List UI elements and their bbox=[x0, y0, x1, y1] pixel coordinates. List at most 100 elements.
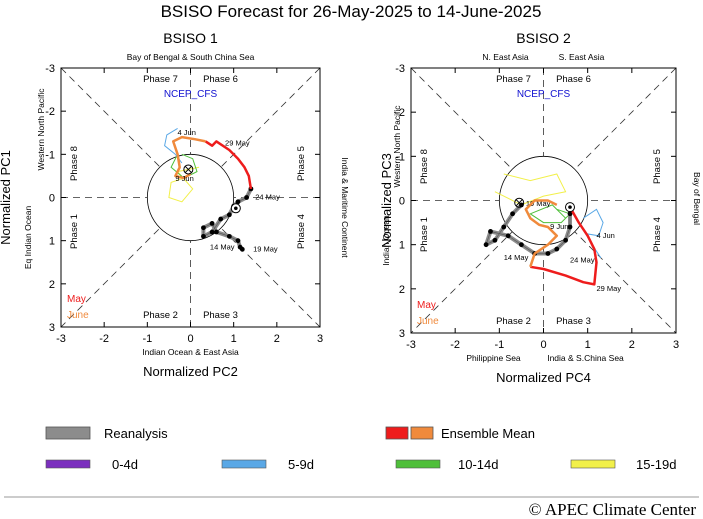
ensemble-date-label: 29 May bbox=[225, 139, 250, 148]
y-tick-label: 1 bbox=[399, 240, 405, 252]
reanalysis-point bbox=[563, 237, 568, 243]
x-tick-label: 2 bbox=[629, 339, 635, 351]
reanalysis-point bbox=[214, 229, 219, 235]
ensemble-date-label: 9 Jun bbox=[175, 174, 193, 183]
legend-ensemble-may-swatch bbox=[385, 426, 409, 440]
y-tick-label: 3 bbox=[399, 328, 405, 340]
x-tick-label: 3 bbox=[673, 339, 679, 351]
x-tick-label: 1 bbox=[231, 333, 237, 345]
phase-label: Phase 4 bbox=[296, 214, 307, 249]
reanalysis-point bbox=[492, 237, 498, 243]
reanalysis-point bbox=[209, 229, 215, 235]
ensemble-date-label: 4 Jun bbox=[597, 231, 615, 240]
y-tick-label: -1 bbox=[45, 149, 55, 161]
x-tick-label: 2 bbox=[274, 333, 280, 345]
phase-divider bbox=[410, 67, 677, 334]
month-label-june: June bbox=[417, 316, 439, 327]
legend-5-9d-label: 5-9d bbox=[288, 457, 314, 472]
legend-0-4d-swatch bbox=[45, 459, 91, 469]
x-tick-label: 1 bbox=[585, 339, 591, 351]
reanalysis-point bbox=[244, 195, 250, 200]
y-axis-label: Normalized PC3 bbox=[379, 153, 394, 248]
month-label-june: June bbox=[67, 310, 89, 321]
legend-10-14d-label: 10-14d bbox=[458, 457, 498, 472]
start-marker-dot bbox=[234, 206, 238, 211]
phase-label: Phase 6 bbox=[203, 74, 238, 85]
end-marker-ring bbox=[514, 197, 525, 208]
reanalysis-point bbox=[510, 211, 515, 217]
phase-label: Phase 2 bbox=[496, 316, 531, 327]
ensemble-june-line bbox=[524, 199, 559, 268]
reanalysis-point bbox=[226, 233, 232, 239]
ensemble-date-label: 4 Jun bbox=[178, 128, 196, 137]
x-tick-label: -1 bbox=[142, 333, 152, 345]
end-marker-ring bbox=[183, 164, 194, 175]
x-axis-label: Normalized PC2 bbox=[143, 364, 238, 379]
reanalysis-date-label: 19 May bbox=[253, 244, 278, 253]
figure-title: BSISO Forecast for 26-May-2025 to 14-Jun… bbox=[161, 2, 542, 21]
phase-label: Phase 6 bbox=[556, 74, 591, 85]
region-label-bottom: Indian Ocean & East Asia bbox=[142, 347, 239, 357]
model-label: NCEP_CFS bbox=[164, 89, 218, 100]
panel-title: BSISO 1 bbox=[163, 30, 218, 46]
phase-label: Phase 1 bbox=[419, 217, 430, 252]
reanalysis-point bbox=[554, 246, 560, 252]
reanalysis-date-label: 14 May bbox=[210, 242, 235, 251]
y-tick-label: -1 bbox=[395, 151, 405, 163]
x-tick-label: -3 bbox=[406, 339, 416, 351]
reanalysis-point bbox=[567, 224, 573, 230]
phase-label: Phase 1 bbox=[69, 214, 80, 249]
y-tick-label: 3 bbox=[49, 322, 55, 334]
phase-label: Phase 2 bbox=[143, 310, 178, 321]
y-tick-label: -2 bbox=[395, 107, 405, 119]
ensemble-may-line bbox=[530, 206, 598, 286]
reanalysis-point bbox=[209, 221, 215, 226]
y-tick-label: 0 bbox=[49, 193, 55, 205]
region-label-left-inner: Western North Pacific bbox=[36, 88, 46, 171]
y-tick-label: -3 bbox=[395, 63, 405, 75]
phase-label: Phase 5 bbox=[652, 149, 663, 184]
reanalysis-date-label: 14 May bbox=[504, 253, 529, 262]
legend-15-19d-swatch bbox=[570, 459, 616, 469]
y-tick-label: 2 bbox=[49, 279, 55, 291]
region-label-right: India & Maritime Continent bbox=[340, 157, 350, 258]
reanalysis-date-label: 19 May bbox=[526, 199, 551, 208]
legend-reanalysis-label: Reanalysis bbox=[104, 426, 168, 441]
reanalysis-point bbox=[483, 242, 489, 248]
ensemble-june-line bbox=[171, 135, 206, 180]
reanalysis-point bbox=[235, 238, 241, 244]
reanalysis-point bbox=[239, 246, 245, 252]
region-label-top: Bay of Bengal & South China Sea bbox=[127, 52, 255, 62]
panel-title: BSISO 2 bbox=[516, 30, 571, 46]
phase-label: Phase 8 bbox=[419, 149, 430, 184]
month-label-may: May bbox=[67, 294, 86, 305]
phase-label: Phase 7 bbox=[496, 74, 531, 85]
reanalysis-date-label: 24 May bbox=[255, 193, 280, 202]
reanalysis-point bbox=[501, 224, 507, 230]
phase-label: Phase 8 bbox=[69, 146, 80, 181]
y-tick-label: -3 bbox=[45, 63, 55, 75]
ensemble-may-line bbox=[204, 140, 253, 190]
legend-ensemble-june-swatch bbox=[410, 426, 434, 440]
phase-label: Phase 5 bbox=[296, 146, 307, 181]
footer-credit: © APEC Climate Center bbox=[529, 500, 697, 519]
legend-reanalysis-swatch bbox=[45, 426, 91, 440]
end-marker-cross bbox=[184, 166, 192, 173]
x-tick-label: 3 bbox=[317, 333, 323, 345]
x-tick-label: -2 bbox=[450, 339, 460, 351]
y-axis-label: Normalized PC1 bbox=[0, 150, 13, 245]
reanalysis-point bbox=[226, 212, 232, 218]
y-tick-label: 1 bbox=[49, 236, 55, 248]
region-label-bottom-right: India & S.China Sea bbox=[547, 353, 624, 363]
legend-0-4d-label: 0-4d bbox=[112, 457, 138, 472]
legend-15-19d-label: 15-19d bbox=[636, 457, 676, 472]
y-tick-label: 0 bbox=[399, 196, 405, 208]
reanalysis-point bbox=[567, 211, 573, 217]
region-label-top-left: N. East Asia bbox=[482, 52, 529, 62]
reanalysis-date-label: 24 May bbox=[570, 255, 595, 264]
x-tick-label: -1 bbox=[494, 339, 504, 351]
reanalysis-point bbox=[218, 216, 224, 222]
reanalysis-point bbox=[519, 242, 524, 248]
start-marker-dot bbox=[568, 205, 572, 209]
